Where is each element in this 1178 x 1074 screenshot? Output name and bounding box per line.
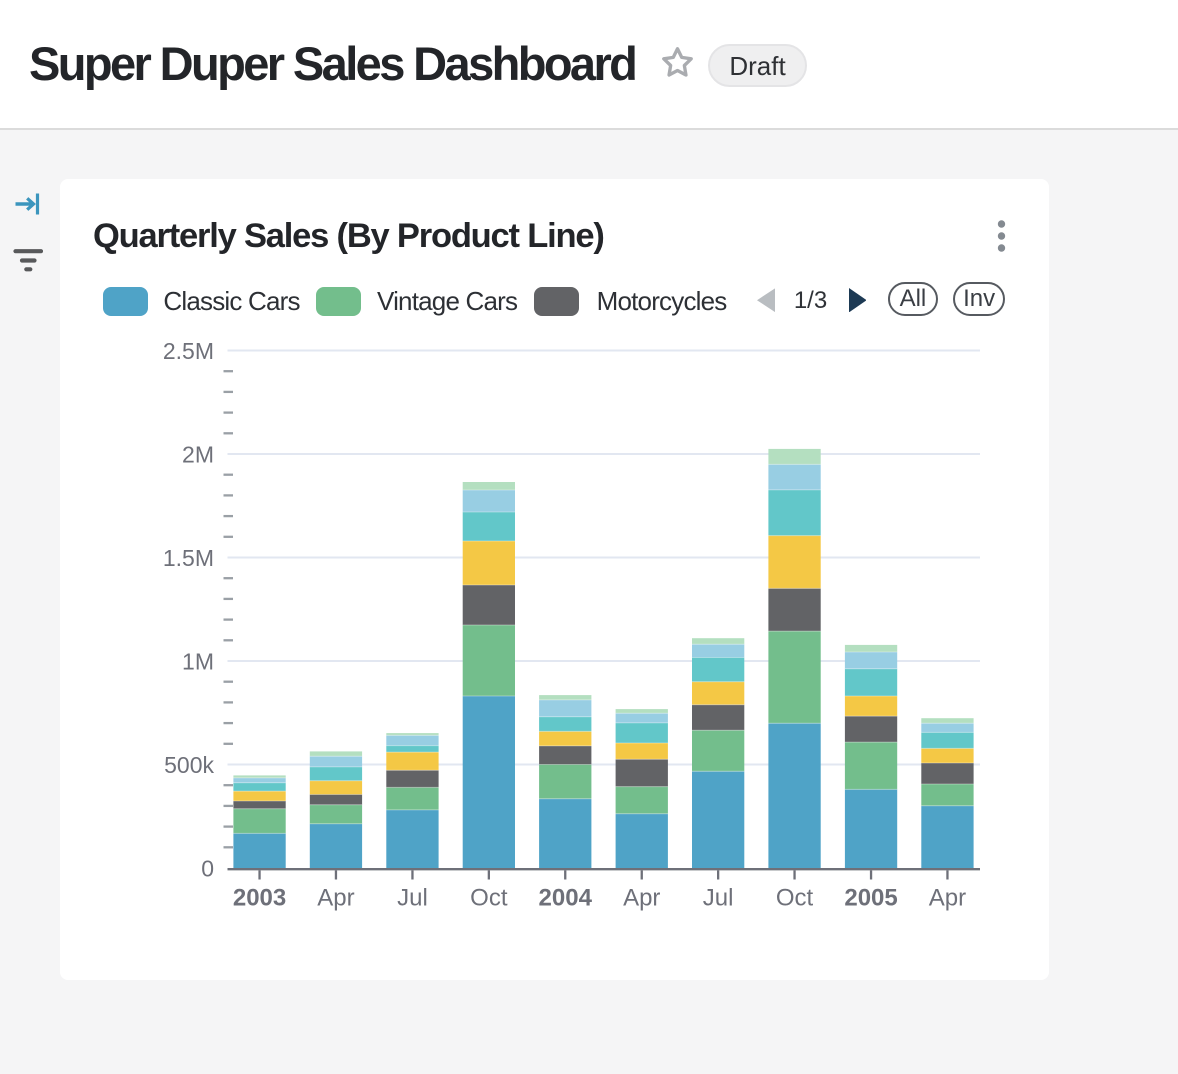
svg-text:Jul: Jul [703,885,734,912]
svg-text:2.5M: 2.5M [163,338,214,364]
svg-text:Oct: Oct [776,885,814,912]
svg-text:Apr: Apr [623,885,660,912]
svg-text:1.5M: 1.5M [163,545,214,571]
svg-text:Oct: Oct [470,885,508,912]
svg-text:2005: 2005 [844,885,897,912]
svg-text:Jul: Jul [397,885,428,912]
svg-text:2M: 2M [182,441,214,467]
svg-text:500k: 500k [164,752,214,778]
svg-text:Apr: Apr [317,885,354,912]
svg-text:1M: 1M [182,648,214,674]
svg-text:Apr: Apr [929,885,966,912]
svg-text:0: 0 [201,855,214,881]
svg-text:2004: 2004 [539,885,593,912]
svg-text:2003: 2003 [233,885,286,912]
